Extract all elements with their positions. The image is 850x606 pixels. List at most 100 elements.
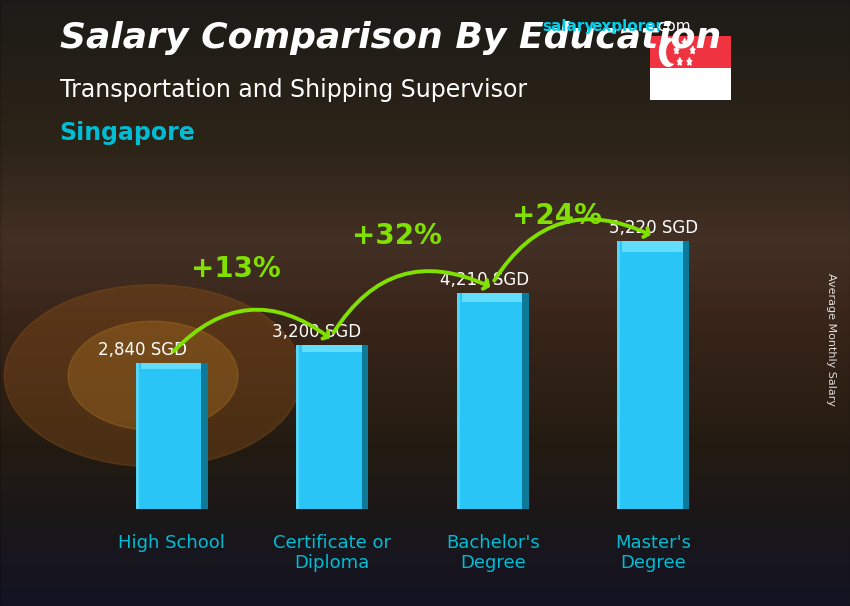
Bar (0, 276, 850, 279)
Bar (0, 30, 850, 35)
Bar (0, 324, 850, 327)
Text: +13%: +13% (191, 255, 280, 283)
Bar (0, 474, 850, 480)
Bar (0, 426, 850, 430)
Bar (0, 330, 850, 333)
Bar (0, 285, 850, 288)
Bar (617, 241, 620, 509)
Bar (141, 364, 202, 369)
Bar (0, 152, 850, 155)
Text: High School: High School (118, 534, 225, 551)
Bar (650, 36, 731, 68)
Bar (0, 251, 850, 255)
Bar (462, 293, 524, 302)
Bar (0, 221, 850, 224)
Bar (0, 500, 850, 505)
Text: Singapore: Singapore (60, 121, 196, 145)
Bar (0, 353, 850, 358)
Bar (0, 96, 850, 101)
Bar (0, 338, 850, 341)
Bar (0, 315, 850, 318)
Bar (0, 312, 850, 315)
Text: explorer: explorer (592, 19, 664, 35)
Bar (0, 15, 850, 20)
Bar (0, 167, 850, 170)
Bar (0, 182, 850, 185)
Text: Certificate or
Diploma: Certificate or Diploma (273, 534, 391, 573)
Bar (0, 188, 850, 191)
Bar (0, 294, 850, 297)
Bar (456, 293, 529, 509)
Bar (0, 136, 850, 141)
Bar (0, 480, 850, 485)
Bar (0, 121, 850, 126)
Bar (0, 158, 850, 161)
Bar (0, 450, 850, 454)
Bar (0, 273, 850, 276)
Bar (0, 490, 850, 495)
Bar (650, 68, 731, 100)
Bar (617, 241, 689, 509)
Text: Average Monthly Salary: Average Monthly Salary (826, 273, 836, 406)
Bar (0, 402, 850, 406)
Bar (0, 525, 850, 530)
Bar (0, 309, 850, 312)
Polygon shape (674, 46, 679, 54)
Bar (0, 300, 850, 303)
Bar (0, 520, 850, 525)
Bar (0, 10, 850, 15)
Bar (0, 230, 850, 233)
Bar (362, 345, 368, 509)
Text: 3,200 SGD: 3,200 SGD (272, 323, 360, 341)
Bar (0, 576, 850, 581)
Polygon shape (690, 46, 695, 54)
Bar (0, 242, 850, 245)
Bar (0, 282, 850, 285)
Bar (457, 293, 460, 509)
Bar (0, 430, 850, 435)
Text: +24%: +24% (512, 202, 602, 230)
Bar (0, 279, 850, 282)
Bar (0, 35, 850, 41)
Bar (0, 50, 850, 56)
Bar (0, 505, 850, 510)
Bar (0, 170, 850, 173)
Bar (0, 291, 850, 294)
Bar (0, 556, 850, 561)
Bar (0, 374, 850, 378)
Bar (622, 241, 684, 252)
Bar (0, 45, 850, 50)
Bar (0, 422, 850, 426)
Bar (0, 545, 850, 550)
Bar (522, 293, 529, 509)
Bar (0, 239, 850, 242)
Bar (0, 91, 850, 96)
Bar (0, 550, 850, 556)
Bar (0, 41, 850, 45)
Bar (683, 241, 689, 509)
Bar (0, 303, 850, 306)
Bar (0, 435, 850, 438)
Bar (0, 197, 850, 200)
Wedge shape (666, 41, 681, 63)
Bar (0, 382, 850, 386)
Bar (0, 209, 850, 212)
Bar (0, 485, 850, 490)
Bar (0, 161, 850, 164)
Bar (0, 194, 850, 197)
Bar (0, 327, 850, 330)
Bar (0, 0, 850, 5)
Bar (0, 176, 850, 179)
Bar (0, 267, 850, 270)
Bar (0, 418, 850, 422)
Bar (0, 255, 850, 258)
Bar (0, 386, 850, 390)
Bar (0, 406, 850, 410)
Bar (0, 61, 850, 65)
Bar (0, 261, 850, 264)
Bar (0, 358, 850, 362)
Bar (0, 586, 850, 591)
Bar (0, 571, 850, 576)
Bar (0, 470, 850, 474)
Bar (0, 601, 850, 606)
